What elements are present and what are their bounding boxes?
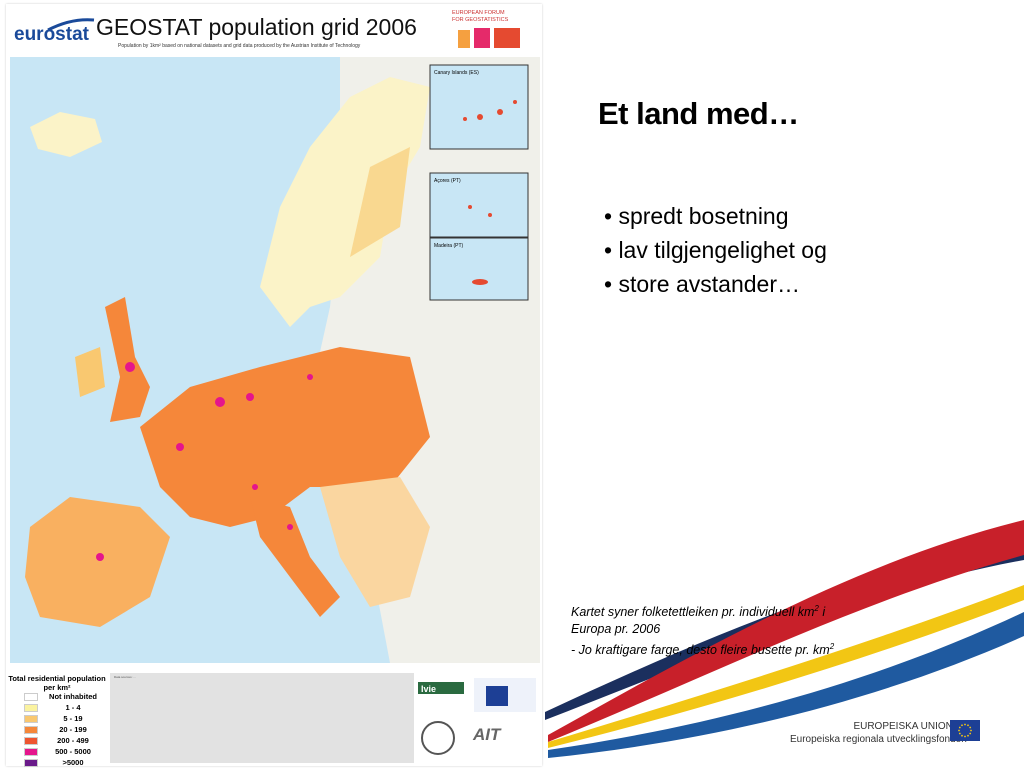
legend-label: 1 - 4 [65,703,81,712]
legend-swatch [24,692,38,701]
eu-star [958,729,960,732]
caption-sup: 2 [814,604,819,613]
eu-star [964,723,966,726]
eu-star [967,734,969,737]
caption-line1: Kartet syner folketettleiken pr. individ… [571,605,815,620]
eu-star [967,724,969,727]
poster-title: GEOSTAT population grid 2006 [96,14,417,40]
eu-star [969,732,972,735]
eu-fund-label: EUROPEISKA UNIONEN Europeiska regionala … [790,720,967,746]
eu-star [958,726,961,729]
eurostat-swoosh-icon [47,18,95,32]
legend-item: 5 - 19 [24,714,98,723]
eu-star [961,734,963,737]
eu-flag-icon [950,720,980,741]
caption-line2: Europa pr. 2006 [571,622,661,637]
legend-item: 20 - 199 [24,725,98,734]
inset-canary-label: Canary Islands (ES) [434,70,479,76]
legend-swatch [24,714,38,723]
legend-item: >5000 [24,758,98,767]
eu-star [961,724,963,727]
legend-label: 200 - 499 [57,736,89,745]
bullet-list: • spredt bosetning • lav tilgjengelighet… [604,199,827,301]
legend-swatch [24,758,38,767]
ait-logo: AIT [472,725,502,744]
legend-swatch [24,736,38,745]
eu-line2: Europeiska regionala utvecklingsfonden [790,734,967,745]
caption-sup: 2 [829,642,835,652]
eu-star [969,726,972,729]
legend-swatch [24,703,38,712]
caption-line3: - Jo kraftigare farge, desto fleire buse… [571,643,830,658]
legend-item: 200 - 499 [24,736,98,745]
bullet-item: • lav tilgjengelighet og [604,237,827,263]
legend-label: >5000 [62,758,84,767]
europe-population-map: Canary Islands (ES) Açores (PT) Madeira … [10,57,540,663]
forum-line1: EUROPEAN FORUM [452,10,505,16]
bullet-item: • store avstander… [604,271,800,297]
eu-star [964,735,966,738]
legend-item: Not inhabited [24,692,98,701]
forum-line2: FOR GEOSTATISTICS [452,17,509,23]
bullet-item: • spredt bosetning [604,203,789,229]
legend-item: 500 - 5000 [24,747,98,756]
caption-line1-end: i [818,605,826,620]
eurostat-logo: eurostat [14,24,89,45]
forum-logo-icon [458,28,520,48]
eu-star [958,732,961,735]
data-sources-box: Data sources: ... [110,673,414,763]
legend-item: 1 - 4 [24,703,98,712]
legend-title: Total residential population per km² [8,674,106,692]
eu-line1: EUROPEISKA UNIONEN [853,721,967,732]
legend-label: Not inhabited [49,692,97,701]
map-caption: Kartet syner folketettleiken pr. individ… [571,600,834,659]
legend-label: 5 - 19 [63,714,83,723]
ivie-logo: Ivie [421,684,436,694]
eu-star [970,729,972,732]
slide-heading: Et land med… [598,96,799,131]
legend-swatch [24,725,38,734]
inset-madeira-label: Madeira (PT) [434,243,464,249]
partner-logos: Ivie AIT [418,678,536,755]
legend-label: 20 - 199 [59,725,87,734]
legend-swatch [24,747,38,756]
inset-azores-label: Açores (PT) [434,178,461,184]
legend-label: 500 - 5000 [55,747,91,756]
forum-label: EUROPEAN FORUM FOR GEOSTATISTICS [452,10,508,24]
poster-subtitle: Population by 1km² based on national dat… [118,43,361,49]
